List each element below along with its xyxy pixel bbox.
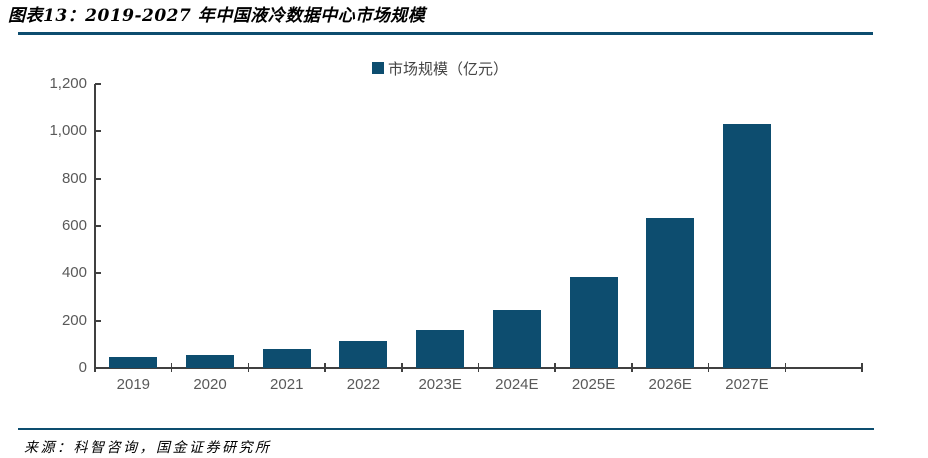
x-tick-label: 2019 [116,376,151,393]
chart-title: 图表13：2019-2027 年中国液冷数据中心市场规模 [8,6,426,26]
bar-2023E [416,329,465,368]
bar-2020 [186,354,235,368]
bar-2025E [569,276,618,368]
y-tick-label: 0 [78,359,87,376]
x-tick-label: 2026E [648,376,692,393]
y-tick [95,272,101,275]
y-tick-label: 600 [61,217,87,234]
bar-2019 [109,357,158,368]
legend: 市场规模（亿元） [372,60,509,78]
x-tick [707,363,710,372]
y-tick [95,319,101,322]
x-tick-label: 2027E [725,376,769,393]
x-tick-label: 2024E [495,376,539,393]
x-tick [477,363,480,372]
y-tick [95,130,101,133]
y-tick-label: 1,000 [49,122,87,140]
y-axis-line [94,84,96,369]
y-tick-label: 200 [61,311,87,329]
y-tick-label: 1,200 [49,75,87,92]
y-tick [95,83,101,85]
x-tick [401,363,403,372]
legend-label: 市场规模（亿元） [388,60,509,78]
x-tick-label: 2021 [270,376,304,393]
x-tick [784,363,787,372]
y-tick [95,177,101,180]
title-divider [18,32,873,35]
bar-2026E [646,218,695,368]
y-tick [95,225,101,227]
bar-2027E [722,124,771,368]
footer-divider [18,428,874,430]
y-tick-label: 400 [61,264,87,282]
x-tick [631,363,633,372]
x-tick [247,363,250,372]
bar-2022 [339,341,388,368]
x-tick [554,363,556,372]
source-note: 来源：科智咨询，国金证券研究所 [24,440,272,456]
x-tick-label: 2023E [418,376,462,393]
x-tick-label: 2025E [571,376,616,393]
bar-2021 [262,349,311,368]
x-tick-label: 2020 [193,376,227,393]
y-tick [95,367,101,369]
y-tick-label: 800 [61,169,87,187]
x-tick-label: 2022 [346,376,381,393]
x-tick [94,363,96,372]
bar-2024E [492,310,541,368]
x-tick [324,363,326,372]
x-tick [170,363,173,372]
legend-swatch-icon [372,62,384,74]
x-tick [861,363,863,372]
